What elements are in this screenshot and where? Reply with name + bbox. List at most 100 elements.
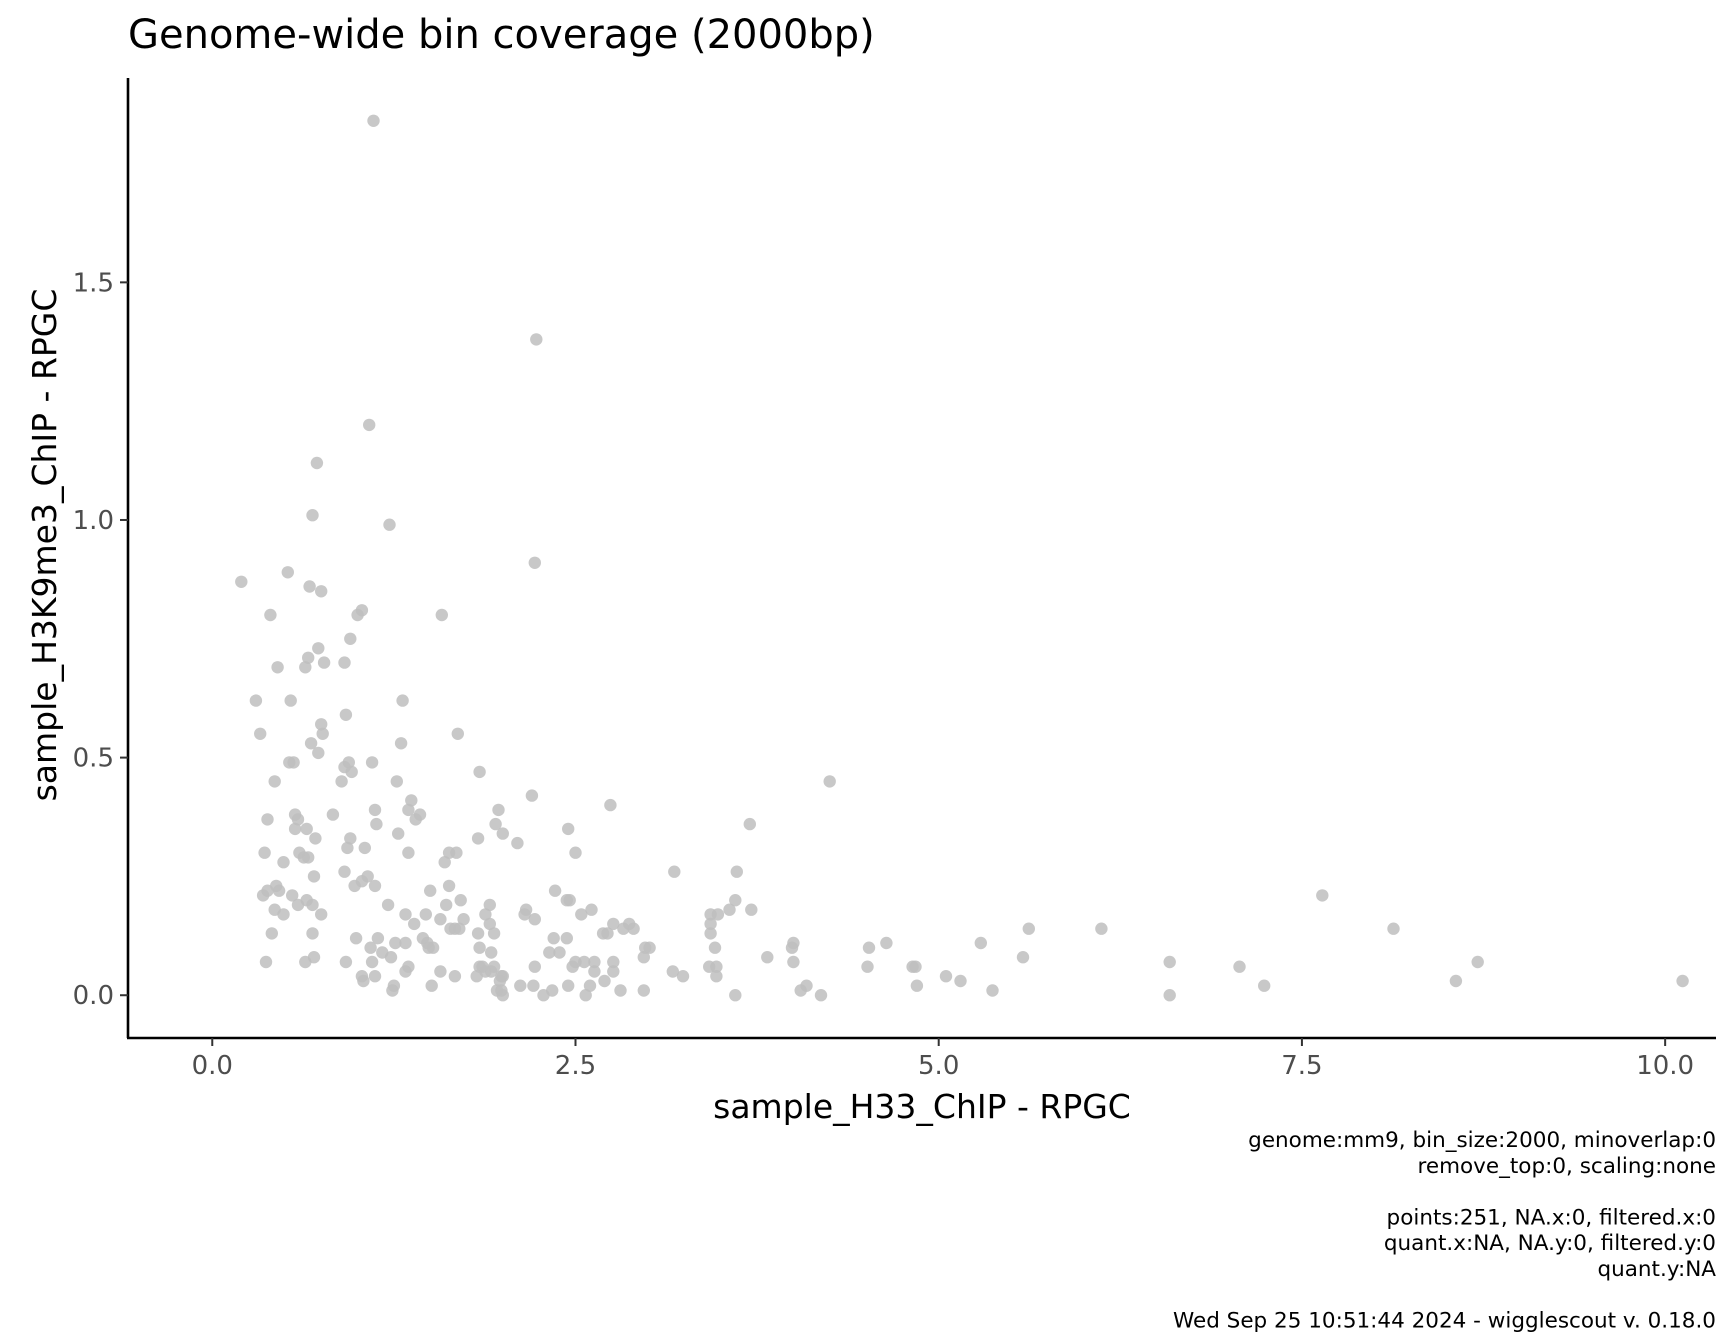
data-point (440, 898, 453, 912)
y-tick-label: 0.0 (73, 981, 114, 1011)
data-point (547, 932, 560, 945)
y-tick-label: 1.5 (73, 268, 114, 298)
data-point (1095, 922, 1108, 935)
data-point (563, 894, 576, 907)
caption-line: points:251, NA.x:0, filtered.x:0 (1387, 1205, 1716, 1230)
data-point (448, 970, 462, 983)
data-point (402, 803, 415, 817)
data-point (471, 927, 485, 940)
data-point (761, 951, 774, 964)
data-point (409, 813, 422, 826)
data-point (371, 932, 385, 945)
data-point (344, 632, 357, 645)
data-point (566, 960, 579, 973)
data-point (627, 922, 640, 935)
data-point (425, 979, 438, 992)
data-point (1316, 889, 1329, 902)
data-point (496, 989, 509, 1002)
data-point (306, 898, 319, 912)
data-point (349, 932, 363, 945)
data-point (389, 936, 402, 950)
x-tick-label: 5.0 (918, 1051, 959, 1081)
data-point (909, 960, 922, 973)
data-point (286, 889, 299, 902)
data-point (743, 817, 756, 831)
data-point (303, 580, 316, 593)
data-point (729, 894, 742, 907)
data-point (528, 960, 541, 973)
data-point (575, 908, 588, 921)
data-point (312, 642, 325, 655)
data-point (306, 509, 319, 522)
data-point (302, 651, 315, 664)
data-point (910, 979, 924, 992)
x-tick-label: 7.5 (1281, 1051, 1322, 1081)
data-point (939, 970, 953, 983)
data-point (315, 908, 328, 921)
data-point (485, 946, 498, 959)
data-point (368, 970, 382, 983)
x-axis-title: sample_H33_ChIP - RPGC (713, 1087, 1131, 1126)
data-point (473, 941, 486, 954)
data-point (588, 955, 601, 969)
data-point (601, 927, 614, 940)
data-point (537, 989, 550, 1002)
x-axis-ticks: 0.0 2.5 5.0 7.5 10.0 (192, 1038, 1694, 1081)
points-layer (235, 114, 1689, 1002)
data-point (1258, 979, 1271, 992)
data-point (569, 846, 582, 859)
data-point (471, 832, 485, 845)
data-point (351, 608, 364, 622)
data-point (310, 456, 324, 470)
data-point (862, 941, 876, 954)
data-point (405, 794, 418, 807)
data-point (578, 955, 591, 969)
chart-title: Genome-wide bin coverage (2000bp) (128, 12, 875, 58)
data-point (579, 989, 592, 1002)
data-point (299, 955, 312, 969)
data-point (454, 894, 467, 907)
data-point (394, 737, 408, 750)
data-point (345, 765, 358, 779)
data-point (254, 727, 267, 740)
data-point (315, 718, 328, 731)
data-point (402, 846, 415, 859)
data-point (315, 585, 328, 598)
data-point (704, 927, 717, 940)
data-point (530, 333, 543, 346)
data-point (317, 656, 331, 669)
data-point (341, 841, 354, 855)
data-point (787, 955, 800, 969)
data-point (365, 955, 379, 969)
data-point (598, 974, 611, 988)
data-point (396, 694, 409, 707)
y-tick-label: 0.5 (73, 744, 114, 774)
data-point (823, 775, 836, 788)
data-point (392, 827, 405, 840)
data-point (617, 922, 630, 935)
data-point (259, 955, 273, 969)
data-point (434, 965, 447, 978)
data-point (607, 955, 620, 969)
data-point (485, 965, 498, 978)
data-point (357, 974, 370, 988)
data-point (637, 984, 650, 997)
caption-line: Wed Sep 25 10:51:44 2024 - wigglescout v… (1173, 1309, 1716, 1334)
data-point (785, 941, 799, 954)
data-point (368, 803, 382, 817)
data-point (287, 756, 300, 769)
data-point (729, 989, 742, 1002)
data-point (496, 827, 509, 840)
data-point (434, 913, 447, 926)
data-point (1387, 922, 1400, 935)
data-point (723, 903, 736, 916)
data-point (745, 903, 758, 916)
data-point (704, 917, 717, 931)
data-point (668, 865, 681, 878)
data-point (386, 984, 399, 997)
data-point (312, 746, 325, 760)
data-point (271, 661, 284, 674)
data-point (528, 556, 541, 569)
data-point (338, 865, 351, 878)
data-point (954, 974, 967, 988)
